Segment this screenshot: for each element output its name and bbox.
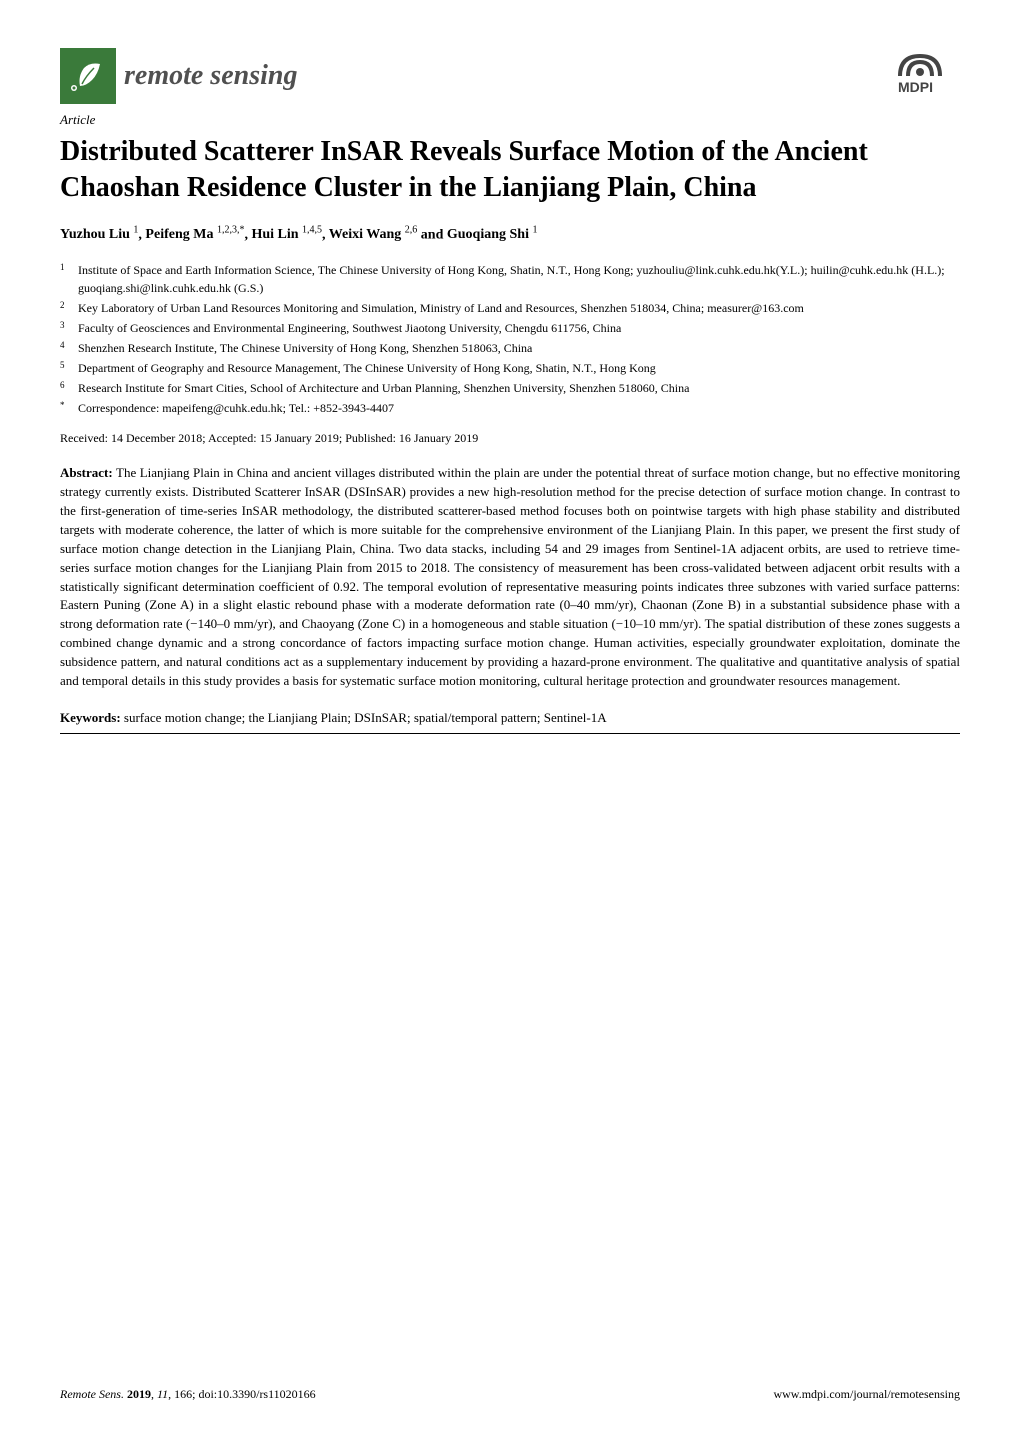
page-footer: Remote Sens. 2019, 11, 166; doi:10.3390/…: [60, 1387, 960, 1402]
journal-logo: remote sensing: [60, 48, 297, 104]
abstract-label: Abstract:: [60, 465, 113, 480]
article-type-label: Article: [60, 112, 960, 128]
affiliations-block: 1 Institute of Space and Earth Informati…: [60, 261, 960, 417]
footer-url: www.mdpi.com/journal/remotesensing: [773, 1387, 960, 1402]
author-1: Yuzhou Liu 1: [60, 227, 138, 242]
author-3: Hui Lin 1,4,5: [251, 227, 322, 242]
affiliation-item: 2 Key Laboratory of Urban Land Resources…: [60, 299, 960, 317]
publication-dates: Received: 14 December 2018; Accepted: 15…: [60, 431, 960, 446]
abstract-block: Abstract: The Lianjiang Plain in China a…: [60, 464, 960, 690]
journal-leaf-icon: [60, 48, 116, 104]
paper-title: Distributed Scatterer InSAR Reveals Surf…: [60, 134, 960, 207]
publisher-logo: MDPI: [890, 48, 960, 101]
author-5: Guoqiang Shi 1: [447, 227, 538, 242]
journal-name: remote sensing: [124, 60, 297, 92]
svg-text:MDPI: MDPI: [898, 79, 933, 95]
author-2: Peifeng Ma 1,2,3,*: [145, 227, 244, 242]
footer-citation: Remote Sens. 2019, 11, 166; doi:10.3390/…: [60, 1387, 316, 1402]
keywords-block: Keywords: surface motion change; the Lia…: [60, 709, 960, 735]
affiliation-item: 6 Research Institute for Smart Cities, S…: [60, 379, 960, 397]
keywords-text: surface motion change; the Lianjiang Pla…: [124, 710, 607, 725]
author-4: Weixi Wang 2,6: [329, 227, 417, 242]
affiliation-item: * Correspondence: mapeifeng@cuhk.edu.hk;…: [60, 399, 960, 417]
affiliation-item: 3 Faculty of Geosciences and Environment…: [60, 319, 960, 337]
authors-line: Yuzhou Liu 1, Peifeng Ma 1,2,3,*, Hui Li…: [60, 225, 960, 244]
mdpi-icon: MDPI: [890, 48, 960, 96]
affiliation-item: 4 Shenzhen Research Institute, The Chine…: [60, 339, 960, 357]
abstract-text: The Lianjiang Plain in China and ancient…: [60, 465, 960, 687]
affiliation-item: 5 Department of Geography and Resource M…: [60, 359, 960, 377]
affiliation-item: 1 Institute of Space and Earth Informati…: [60, 261, 960, 297]
divider: [60, 733, 960, 734]
header-row: remote sensing MDPI: [60, 48, 960, 104]
keywords-label: Keywords:: [60, 710, 121, 725]
